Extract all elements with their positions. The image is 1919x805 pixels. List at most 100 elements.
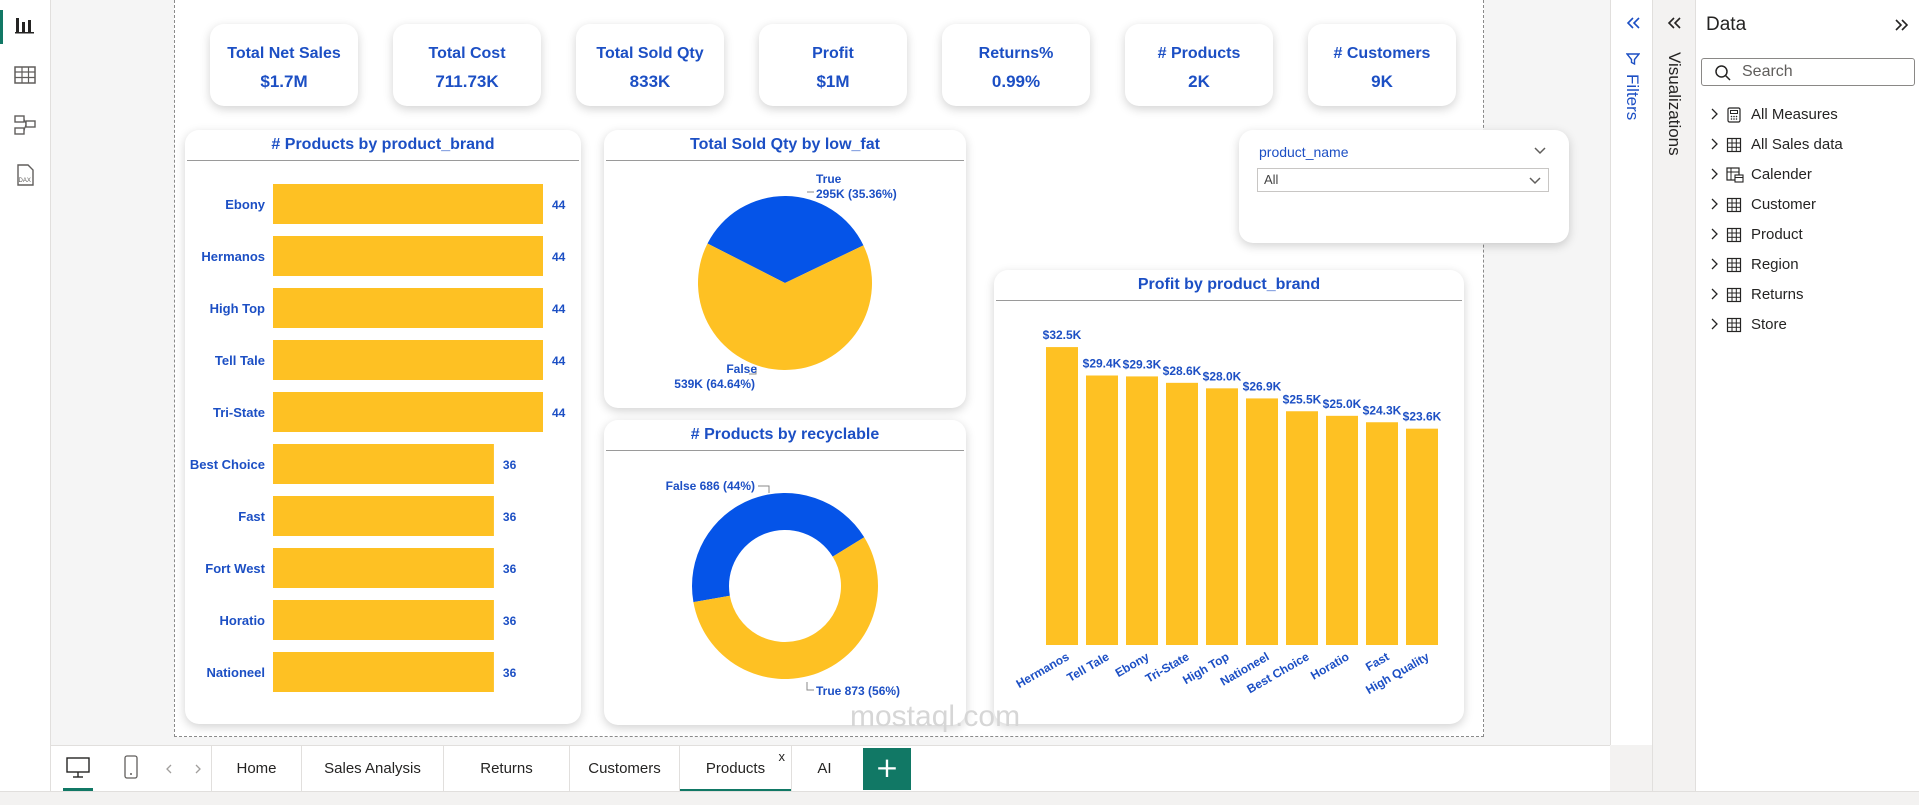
category-label: Fort West: [205, 561, 265, 576]
filters-label[interactable]: Filters: [1623, 74, 1642, 121]
table-icon: [1726, 197, 1742, 217]
chevron-right-icon[interactable]: [1708, 256, 1720, 272]
kpi-card-products[interactable]: # Products 2K: [1125, 24, 1273, 106]
double-chevron-right-icon[interactable]: [1894, 18, 1910, 32]
data-label: 36: [503, 666, 517, 680]
table-icon: [1726, 257, 1742, 277]
kpi-value: 711.73K: [435, 72, 499, 91]
page-tab-returns[interactable]: Returns: [443, 746, 569, 792]
data-label: 44: [552, 198, 566, 212]
desktop-layout-icon[interactable]: [65, 756, 91, 780]
chevron-down-icon[interactable]: [1533, 145, 1547, 155]
bar[interactable]: [1206, 388, 1238, 645]
chevron-right-icon[interactable]: [1708, 316, 1720, 332]
table-view-icon[interactable]: [12, 62, 38, 88]
model-view-icon[interactable]: [12, 112, 38, 138]
bar[interactable]: [1366, 422, 1398, 645]
close-tab-icon[interactable]: x: [778, 749, 786, 764]
profit-by-brand-chart[interactable]: Profit by product_brand $32.5K Hermanos $2…: [994, 270, 1464, 724]
double-chevron-left-icon[interactable]: [1625, 16, 1641, 30]
leader-line: [758, 485, 770, 493]
pie-slice[interactable]: [707, 196, 864, 283]
pie-slice[interactable]: [698, 243, 872, 370]
chevron-right-icon[interactable]: [1708, 226, 1720, 242]
data-pane-title: Data: [1706, 14, 1747, 35]
kpi-card-returns-percent[interactable]: Returns% 0.99%: [942, 24, 1090, 106]
bar[interactable]: [1126, 376, 1158, 645]
product-name-slicer[interactable]: product_name All: [1239, 130, 1569, 243]
products-by-brand-chart[interactable]: # Products by product_brand Ebony 44 Herma…: [185, 130, 581, 724]
kpi-card-total-cost[interactable]: Total Cost 711.73K: [393, 24, 541, 106]
category-label: Nationeel: [206, 665, 265, 680]
bar[interactable]: [1166, 382, 1198, 645]
category-label: Tell Tale: [1064, 649, 1111, 684]
dax-query-view-icon[interactable]: DAX: [12, 162, 38, 188]
data-label: $32.5K: [1043, 328, 1082, 342]
products-by-brand-plot: Ebony 44 Hermanos 44 High Top 44 Tell Tale 44 Tr…: [190, 184, 566, 692]
data-label: 36: [503, 510, 517, 524]
page-tab-home[interactable]: Home: [211, 746, 301, 792]
report-page: Total Net Sales $1.7M Total Cost 711.73K…: [174, 0, 1569, 737]
kpi-value: 9K: [1371, 72, 1393, 91]
kpi-card-profit[interactable]: Profit $1M: [759, 24, 907, 106]
data-label: 36: [503, 562, 517, 576]
bar[interactable]: [1046, 347, 1078, 645]
visualizations-label[interactable]: Visualizations: [1665, 52, 1684, 156]
category-label: High Top: [210, 301, 265, 316]
kpi-value: 0.99%: [991, 72, 1041, 91]
filters-pane[interactable]: Filters: [1610, 0, 1653, 745]
page-tab-label: Customers: [588, 760, 661, 777]
sold-qty-by-low-fat-chart[interactable]: Total Sold Qty by low_fat True 295K (35.3…: [604, 130, 966, 408]
kpi-title: # Products: [1157, 45, 1241, 62]
chevron-right-icon[interactable]: [1708, 136, 1720, 152]
visualizations-pane[interactable]: Visualizations: [1652, 0, 1696, 804]
kpi-card-customers[interactable]: # Customers 9K: [1308, 24, 1456, 106]
page-tab-products[interactable]: Products x: [679, 746, 791, 792]
chevron-down-icon[interactable]: [1528, 175, 1542, 185]
bar[interactable]: [1326, 415, 1358, 645]
add-page-button[interactable]: +: [863, 748, 911, 790]
bar[interactable]: [1406, 428, 1438, 645]
chevron-right-icon[interactable]: [1708, 196, 1720, 212]
bar[interactable]: [273, 600, 494, 640]
page-tab-customers[interactable]: Customers: [569, 746, 679, 792]
data-table-label: Calender: [1751, 166, 1812, 183]
bar[interactable]: [273, 444, 494, 484]
bar[interactable]: [273, 652, 494, 692]
report-view-icon[interactable]: [12, 12, 38, 38]
data-table-label: Product: [1751, 226, 1803, 243]
data-table-label: All Sales data: [1751, 136, 1843, 153]
bar[interactable]: [1086, 375, 1118, 646]
bar[interactable]: [273, 548, 494, 588]
donut-slice[interactable]: [692, 493, 865, 603]
bar[interactable]: [273, 340, 543, 380]
chevron-right-icon[interactable]: [1708, 106, 1720, 122]
bar[interactable]: [1246, 398, 1278, 645]
data-search-input[interactable]: Search: [1701, 58, 1915, 86]
category-label: Hermanos: [1014, 649, 1072, 691]
bar[interactable]: [273, 236, 543, 276]
chevron-right-icon[interactable]: [1708, 166, 1720, 182]
page-tab-sales-analysis[interactable]: Sales Analysis: [301, 746, 443, 792]
bar[interactable]: [1286, 411, 1318, 645]
chevron-left-icon[interactable]: [164, 763, 174, 775]
kpi-card-total-net-sales[interactable]: Total Net Sales $1.7M: [210, 24, 358, 106]
mobile-layout-icon[interactable]: [123, 754, 139, 780]
chevron-right-icon[interactable]: [1708, 286, 1720, 302]
double-chevron-left-icon[interactable]: [1666, 16, 1682, 30]
bar[interactable]: [273, 288, 543, 328]
donut-slice[interactable]: [693, 537, 878, 680]
category-label: Fast: [238, 509, 265, 524]
bar[interactable]: [273, 392, 543, 432]
page-tab-ai[interactable]: AI: [791, 746, 857, 792]
category-label: Horatio: [220, 613, 266, 628]
products-by-recyclable-chart[interactable]: # Products by recyclable False 686 (44%)…: [604, 420, 966, 725]
kpi-card-total-sold-qty[interactable]: Total Sold Qty 833K: [576, 24, 724, 106]
chevron-right-icon[interactable]: [193, 763, 203, 775]
data-label: $28.0K: [1203, 369, 1242, 383]
bar[interactable]: [273, 496, 494, 536]
data-label: $24.3K: [1363, 403, 1402, 417]
bar[interactable]: [273, 184, 543, 224]
slicer-dropdown[interactable]: All: [1257, 168, 1549, 192]
